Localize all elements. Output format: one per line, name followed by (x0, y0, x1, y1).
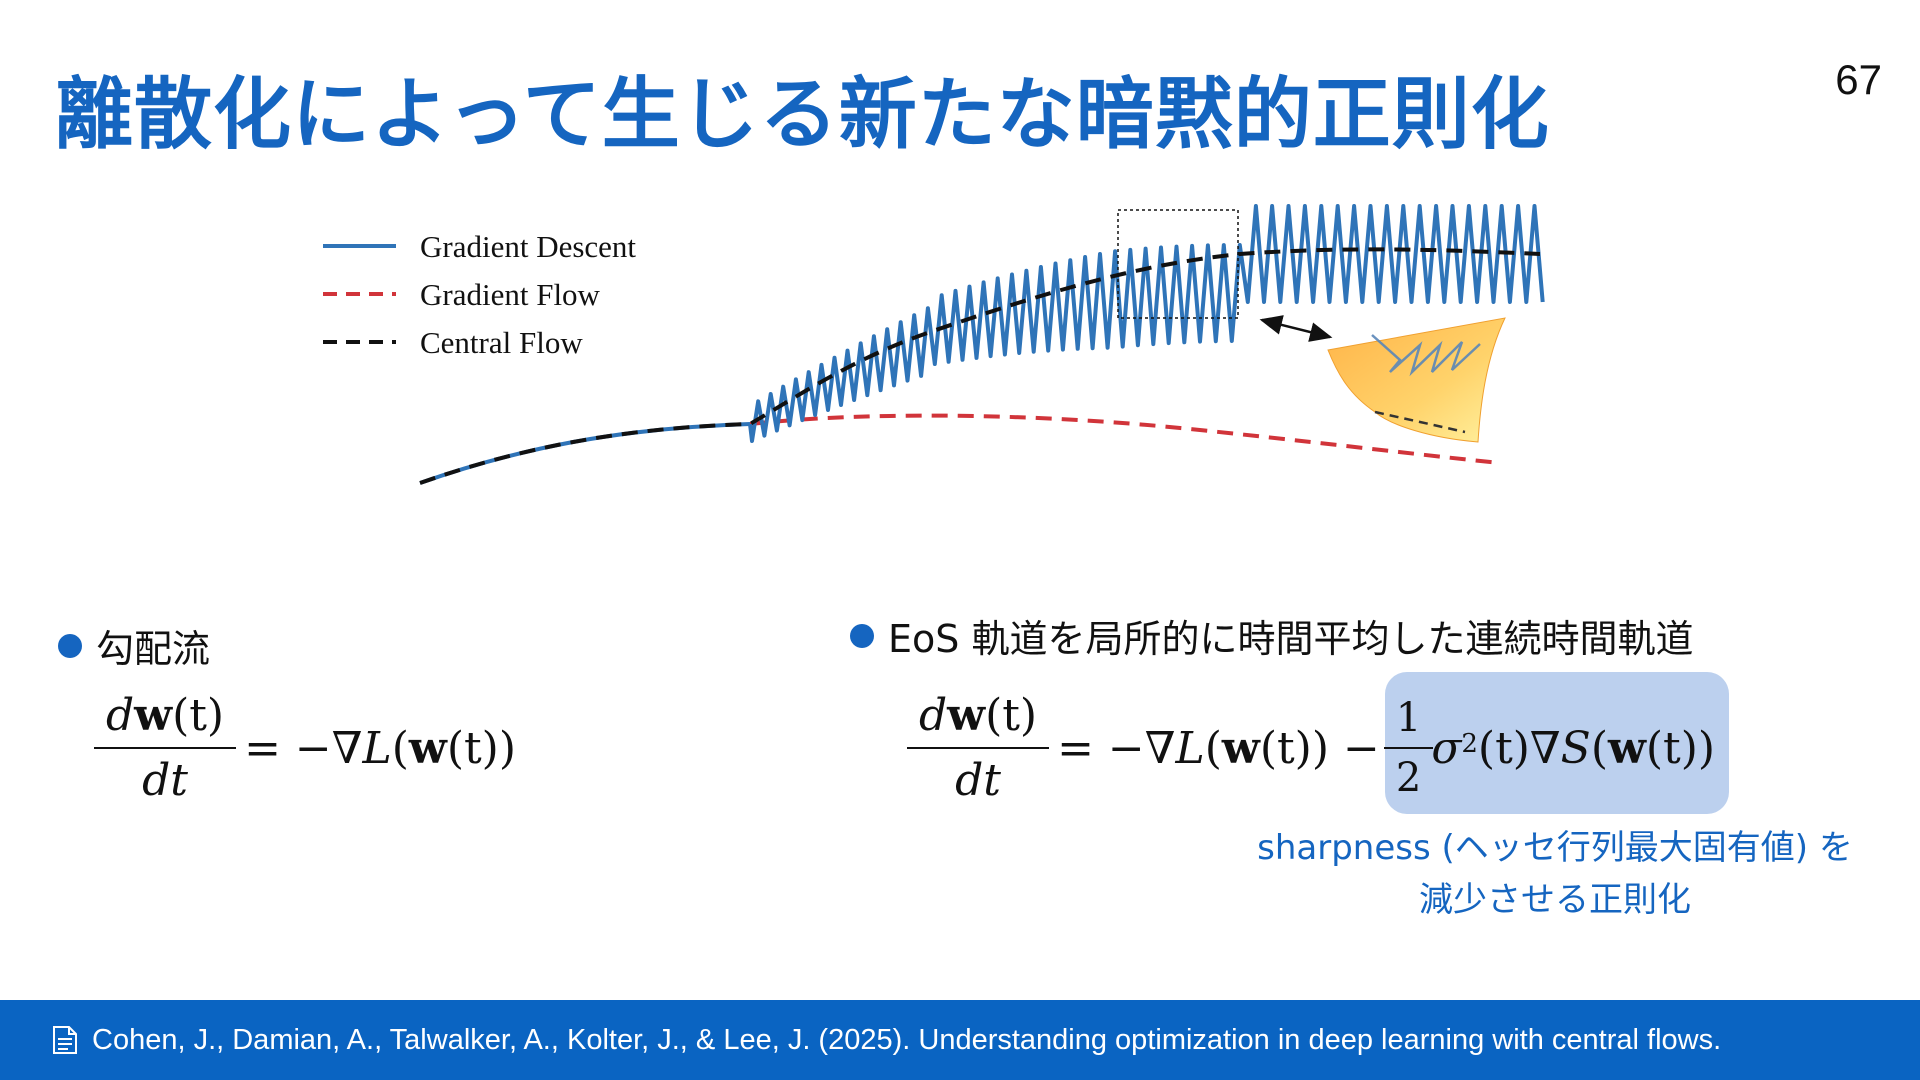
eq-dt: dt (907, 747, 1050, 806)
bullet-gradient-flow-label: 勾配流 (96, 627, 211, 671)
eq-w: w (134, 690, 173, 741)
legend: Gradient Descent Gradient Flow Central F… (323, 229, 636, 360)
eq-d: d (919, 690, 948, 741)
eq-tail: (t)) (1645, 722, 1716, 774)
citation-text: Cohen, J., Damian, A., Talwalker, A., Ko… (92, 1023, 1722, 1056)
gradient-descent-oscillation (748, 204, 1545, 443)
bullet-gradient-flow: 勾配流 (58, 618, 210, 673)
half-fraction: 1 2 (1383, 695, 1434, 801)
eq-after-sigma: (t)∇ (1477, 722, 1561, 774)
citation-footer: Cohen, J., Damian, A., Talwalker, A., Ko… (0, 1000, 1920, 1080)
eq-sup: 2 (1461, 729, 1478, 759)
bullet-central-flow-label: EoS 軌道を局所的に時間平均した連続時間軌道 (888, 617, 1694, 661)
trajectory-figure: Gradient Descent Gradient Flow Central F… (323, 204, 1545, 485)
regularizer-caption: sharpness (ヘッセ行列最大固有値) を 減少させる正則化 (1240, 822, 1870, 926)
bullet-dot-icon (850, 623, 874, 648)
gradient-flow-curve (749, 413, 1501, 465)
page-number: 67 (1835, 56, 1882, 103)
eq-dt: dt (94, 747, 237, 806)
legend-label-gradient-descent: Gradient Descent (420, 229, 636, 264)
eq-rhs-prefix: = −∇ (1057, 722, 1176, 774)
eq-half-num: 1 (1395, 695, 1422, 741)
central-flow-equation: dw(t) dt = −∇ L(w (t)) − 1 2 σ 2 (t)∇ S(w (t)) (907, 690, 1716, 806)
eq-tail: (t)) (446, 722, 516, 774)
eq-t: (t) (985, 690, 1038, 741)
eq-rhs-prefix: = −∇ (244, 722, 363, 774)
eq-t: (t) (172, 690, 225, 741)
gradient-descent-initial-segment (419, 422, 751, 485)
equation-fraction: dw(t) dt (94, 690, 237, 806)
eq-w2: w (408, 722, 447, 774)
eq-sigma: σ (1431, 722, 1462, 774)
caption-line-1: sharpness (ヘッセ行列最大固有値) を (1257, 828, 1853, 868)
equation-fraction: dw(t) dt (907, 690, 1050, 806)
document-icon (53, 1026, 77, 1054)
loss-valley-inset (1327, 317, 1506, 443)
eq-L: L (1175, 722, 1205, 774)
regularizer-highlight (1385, 672, 1729, 814)
eq-d: d (106, 690, 135, 741)
gradient-flow-equation: dw(t) dt = −∇ L(w (t)) (94, 690, 516, 806)
slide-title: 離散化によって生じる新たな暗黙的正則化 (55, 70, 1550, 160)
bullet-central-flow: EoS 軌道を局所的に時間平均した連続時間軌道 (850, 608, 1693, 663)
eq-w: w (947, 690, 986, 741)
eq-w2: w (1221, 722, 1260, 774)
zoom-region-box (1117, 209, 1239, 319)
zoom-arrow (1259, 315, 1333, 342)
eq-L: L (362, 722, 392, 774)
eq-w3: w (1607, 722, 1646, 774)
central-flow-curve (419, 247, 1541, 485)
eq-open2: ( (1590, 722, 1608, 774)
caption-line-2: 減少させる正則化 (1419, 880, 1691, 920)
bullet-dot-icon (58, 633, 82, 658)
legend-label-central-flow: Central Flow (420, 325, 583, 360)
eq-open: ( (1204, 722, 1222, 774)
eq-S: S (1560, 722, 1591, 774)
legend-label-gradient-flow: Gradient Flow (420, 277, 601, 312)
eq-half-den: 2 (1383, 747, 1434, 801)
eq-open: ( (391, 722, 409, 774)
eq-mid: (t)) − (1259, 722, 1380, 774)
